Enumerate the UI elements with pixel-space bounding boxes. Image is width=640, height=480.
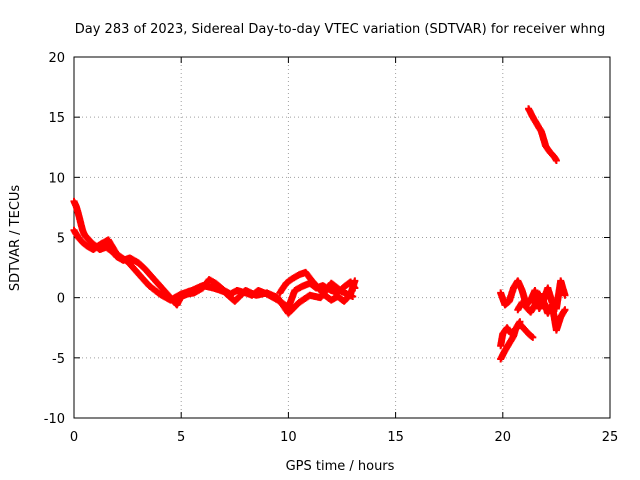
- series-segment-markers: [547, 149, 557, 160]
- y-tick-label: 20: [48, 51, 65, 66]
- series-segment-markers: [285, 288, 298, 310]
- x-tick-label: 20: [495, 430, 512, 445]
- series-segment-markers: [135, 271, 152, 288]
- series-segment-markers: [75, 235, 86, 245]
- series-segment-markers: [497, 331, 507, 348]
- y-tick-label: 0: [57, 292, 65, 307]
- series-segment-markers: [544, 285, 556, 305]
- data-series-5: [497, 318, 524, 363]
- series-segment-markers: [88, 239, 98, 249]
- series-segment-markers: [512, 319, 523, 332]
- series-segment-markers: [84, 235, 94, 245]
- series-segment-markers: [264, 290, 280, 301]
- series-segment-markers: [302, 269, 315, 284]
- series-segment-markers: [557, 278, 569, 298]
- axis-ticks: 0 5 10 15 20 25 -10 -5 0 5 10 15 20: [44, 51, 619, 445]
- series-segment-markers: [530, 114, 540, 127]
- series-segment-markers: [526, 331, 536, 340]
- series-segment-markers: [328, 280, 345, 295]
- y-tick-label: 15: [48, 111, 65, 126]
- series-segment-markers: [341, 291, 354, 304]
- series-segment-markers: [135, 260, 148, 272]
- series-segment-markers: [125, 259, 141, 276]
- data-series-2: [70, 226, 357, 317]
- y-tick-label: -5: [52, 352, 65, 367]
- series-segment-markers: [105, 237, 120, 257]
- series-segment-markers: [290, 272, 302, 282]
- data-series: [70, 105, 569, 363]
- x-tick-label: 10: [280, 430, 297, 445]
- series-segment-markers: [211, 285, 227, 295]
- series-segment-markers: [168, 291, 184, 303]
- data-series-3: [276, 268, 359, 305]
- series-segment-markers: [502, 341, 512, 353]
- series-segment-markers: [90, 242, 103, 253]
- series-segment-markers: [232, 287, 248, 304]
- series-segment-markers: [146, 283, 163, 297]
- x-axis-label: GPS time / hours: [286, 459, 395, 474]
- series-segment-markers: [309, 278, 321, 291]
- series-segment-markers: [277, 280, 289, 296]
- series-segment-markers: [142, 266, 154, 279]
- chart-title: Day 283 of 2023, Sidereal Day-to-day VTE…: [75, 22, 606, 37]
- series-segment-markers: [79, 228, 88, 238]
- y-tick-label: 10: [48, 171, 65, 186]
- series-segment-markers: [315, 285, 328, 298]
- data-series-7: [514, 290, 569, 334]
- series-segment-markers: [80, 239, 90, 249]
- series-segment-markers: [502, 298, 512, 308]
- series-segment-markers: [81, 232, 90, 241]
- series-segment-markers: [525, 106, 536, 120]
- series-segment-markers: [127, 255, 141, 266]
- data-series-8: [525, 105, 560, 164]
- series-segment-markers: [510, 326, 519, 339]
- y-axis-label: SDTVAR / TECUs: [8, 185, 23, 292]
- series-segment-markers: [283, 275, 296, 286]
- x-tick-label: 5: [177, 430, 185, 445]
- series-segment-markers: [497, 348, 508, 362]
- x-tick-label: 25: [602, 430, 619, 445]
- series-segment-markers: [553, 314, 564, 333]
- series-segment-markers: [71, 199, 80, 209]
- series-segment-markers: [179, 287, 195, 298]
- series-segment-markers: [543, 143, 553, 155]
- series-segment-markers: [347, 278, 358, 297]
- series-segment-markers: [285, 300, 302, 316]
- series-segment-markers: [506, 285, 517, 304]
- series-segment-markers: [155, 280, 167, 293]
- series-segment-markers: [206, 276, 218, 286]
- series-segment-markers: [148, 273, 161, 286]
- series-segment-markers: [114, 251, 130, 265]
- series-segment-markers: [519, 299, 529, 310]
- series-segment-markers: [551, 154, 560, 163]
- x-tick-label: 15: [387, 430, 404, 445]
- series-segment-markers: [536, 291, 547, 304]
- series-segment-markers: [292, 284, 304, 294]
- y-tick-label: -10: [44, 412, 65, 427]
- x-tick-label: 0: [70, 430, 78, 445]
- series-segment-markers: [521, 326, 532, 337]
- series-segment-markers: [506, 333, 517, 346]
- series-segment-markers: [71, 228, 82, 240]
- y-tick-label: 5: [57, 232, 65, 247]
- series-segment-markers: [540, 136, 549, 149]
- series-segment-markers: [557, 307, 568, 320]
- series-segment-markers: [527, 302, 538, 315]
